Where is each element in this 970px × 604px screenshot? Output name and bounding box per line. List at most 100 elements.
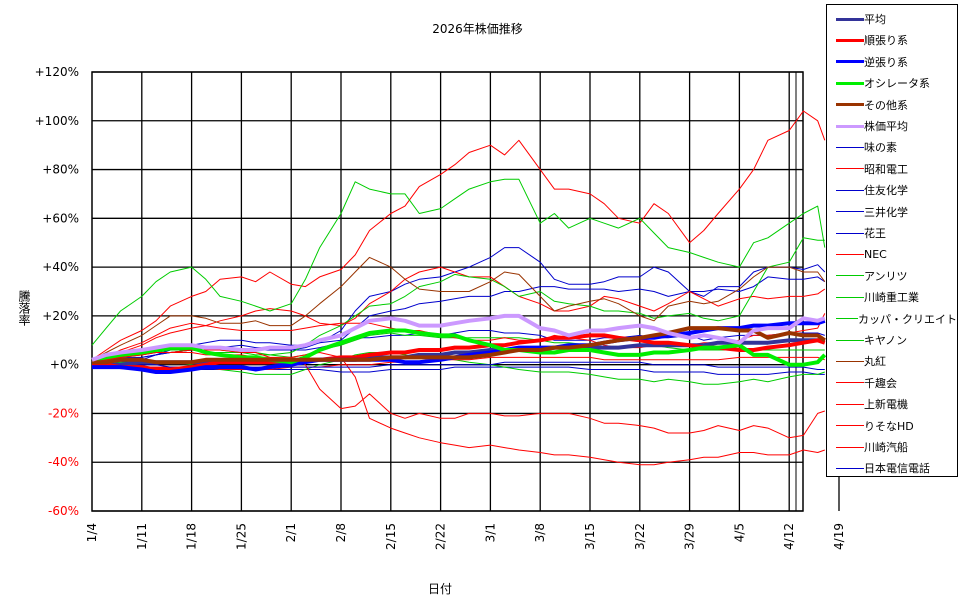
legend-label: りそなHD bbox=[864, 419, 914, 433]
legend-label: 花王 bbox=[864, 227, 886, 240]
legend-item: 三井化学 bbox=[827, 203, 957, 221]
legend-line-icon bbox=[836, 318, 858, 320]
legend-line-icon bbox=[836, 446, 864, 448]
legend-item: キヤノン bbox=[827, 331, 957, 349]
legend-label: 川崎汽船 bbox=[864, 441, 908, 454]
x-tick-label: 1/11 bbox=[135, 523, 149, 550]
legend-label: カッパ・クリエイト bbox=[858, 312, 957, 326]
legend-item: 味の素 bbox=[827, 138, 957, 156]
y-tick-label: -40% bbox=[48, 455, 79, 469]
legend-item: 千趣会 bbox=[827, 374, 957, 392]
legend-item: 平均 bbox=[827, 10, 957, 28]
legend-label: アンリツ bbox=[864, 269, 908, 283]
x-axis-label: 日付 bbox=[427, 582, 452, 596]
legend-line-icon bbox=[836, 38, 864, 42]
legend-label: 丸紅 bbox=[864, 355, 886, 369]
legend-line-icon bbox=[836, 60, 864, 64]
legend-item: カッパ・クリエイト bbox=[827, 310, 957, 328]
legend-item: アンリツ bbox=[827, 267, 957, 285]
series-line bbox=[91, 328, 827, 367]
legend-item: 上新電機 bbox=[827, 395, 957, 413]
legend-item: 川崎重工業 bbox=[827, 288, 957, 306]
series-line bbox=[91, 313, 826, 362]
series-line bbox=[91, 256, 826, 361]
legend-line-icon bbox=[836, 124, 864, 128]
series-line bbox=[91, 110, 826, 361]
legend-item: 昭和電工 bbox=[827, 160, 957, 178]
legend-line-icon bbox=[836, 403, 864, 405]
legend-label: 順張り系 bbox=[864, 34, 908, 48]
x-tick-label: 4/12 bbox=[782, 523, 796, 550]
x-tick-label: 2/15 bbox=[384, 523, 398, 550]
legend-label: 株価平均 bbox=[864, 120, 908, 133]
x-tick-label: 2/22 bbox=[434, 523, 448, 550]
legend-item: 住友化学 bbox=[827, 181, 957, 199]
legend-line-icon bbox=[836, 425, 864, 427]
y-tick-label: -20% bbox=[48, 406, 79, 420]
legend-label: 川崎重工業 bbox=[864, 291, 919, 305]
legend-label: その他系 bbox=[864, 98, 908, 112]
y-tick-label: +0% bbox=[50, 358, 79, 372]
legend-line-icon bbox=[836, 168, 864, 170]
legend-label: 上新電機 bbox=[864, 398, 908, 412]
series-line bbox=[91, 349, 825, 439]
y-axis-ticks: +120% +100% +80% +60% +40% +20% +0% -20% -40% -60… bbox=[35, 65, 79, 518]
legend-item: 花王 bbox=[827, 224, 957, 242]
legend-line-icon bbox=[836, 382, 864, 384]
x-tick-label: 3/8 bbox=[533, 523, 547, 542]
chart-legend: 平均順張り系逆張り系オシレータ系 その他系株価平均味の素昭和電工住友化学三井化学花… bbox=[826, 4, 958, 477]
x-tick-label: 2/8 bbox=[334, 523, 348, 542]
x-tick-label: 3/22 bbox=[633, 523, 647, 550]
x-tick-label: 1/4 bbox=[85, 523, 99, 542]
x-tick-label: 1/25 bbox=[234, 523, 248, 550]
legend-item: NEC bbox=[827, 245, 957, 263]
series-line bbox=[91, 276, 826, 366]
legend-label: キヤノン bbox=[864, 334, 908, 347]
y-tick-label: +40% bbox=[42, 260, 79, 274]
x-tick-label: 3/29 bbox=[683, 523, 697, 550]
legend-line-icon bbox=[836, 296, 864, 298]
legend-item: オシレータ系 bbox=[827, 74, 957, 92]
legend-item: りそなHD bbox=[827, 417, 957, 435]
y-tick-label: -60% bbox=[48, 504, 79, 518]
legend-label: 昭和電工 bbox=[864, 162, 908, 176]
x-tick-label: 2/1 bbox=[284, 523, 298, 542]
legend-label: 味の素 bbox=[864, 141, 897, 155]
series-lines bbox=[91, 110, 827, 466]
legend-label: NEC bbox=[864, 247, 887, 261]
legend-line-icon bbox=[836, 189, 864, 191]
legend-item: 逆張り系 bbox=[827, 53, 957, 71]
legend-item: 丸紅 bbox=[827, 352, 957, 370]
y-tick-label: +20% bbox=[42, 309, 79, 323]
series-line bbox=[91, 178, 826, 346]
legend-line-icon bbox=[836, 275, 864, 277]
x-tick-label: 3/15 bbox=[583, 523, 597, 550]
legend-line-icon bbox=[836, 211, 864, 213]
series-line bbox=[92, 326, 826, 365]
legend-item: 川崎汽船 bbox=[827, 438, 957, 456]
legend-item: 順張り系 bbox=[827, 31, 957, 49]
legend-label: 逆張り系 bbox=[864, 55, 908, 69]
legend-item: その他系 bbox=[827, 96, 957, 114]
y-tick-label: +60% bbox=[42, 211, 79, 225]
legend-line-icon bbox=[836, 17, 864, 21]
legend-label: 平均 bbox=[864, 13, 886, 26]
y-axis-label: 騰落率 bbox=[17, 290, 31, 326]
legend-item: 株価平均 bbox=[827, 117, 957, 135]
legend-item: 日本電信電話 bbox=[827, 459, 957, 477]
legend-line-icon bbox=[836, 339, 864, 341]
legend-line-icon bbox=[836, 81, 864, 85]
legend-line-icon bbox=[836, 253, 864, 255]
legend-label: 住友化学 bbox=[864, 184, 908, 198]
legend-label: 日本電信電話 bbox=[864, 462, 930, 476]
series-line bbox=[91, 364, 825, 375]
y-tick-label: +100% bbox=[35, 114, 79, 128]
legend-line-icon bbox=[836, 146, 864, 148]
y-tick-label: +80% bbox=[42, 163, 79, 177]
legend-line-icon bbox=[836, 360, 864, 362]
legend-line-icon bbox=[836, 103, 864, 107]
legend-label: 三井化学 bbox=[864, 205, 908, 219]
x-axis-ticks: 1/4 1/11 1/18 1/25 2/1 2/8 2/15 2/22 3/1 3/8 3/15 3… bbox=[85, 523, 846, 550]
legend-label: オシレータ系 bbox=[864, 77, 930, 91]
